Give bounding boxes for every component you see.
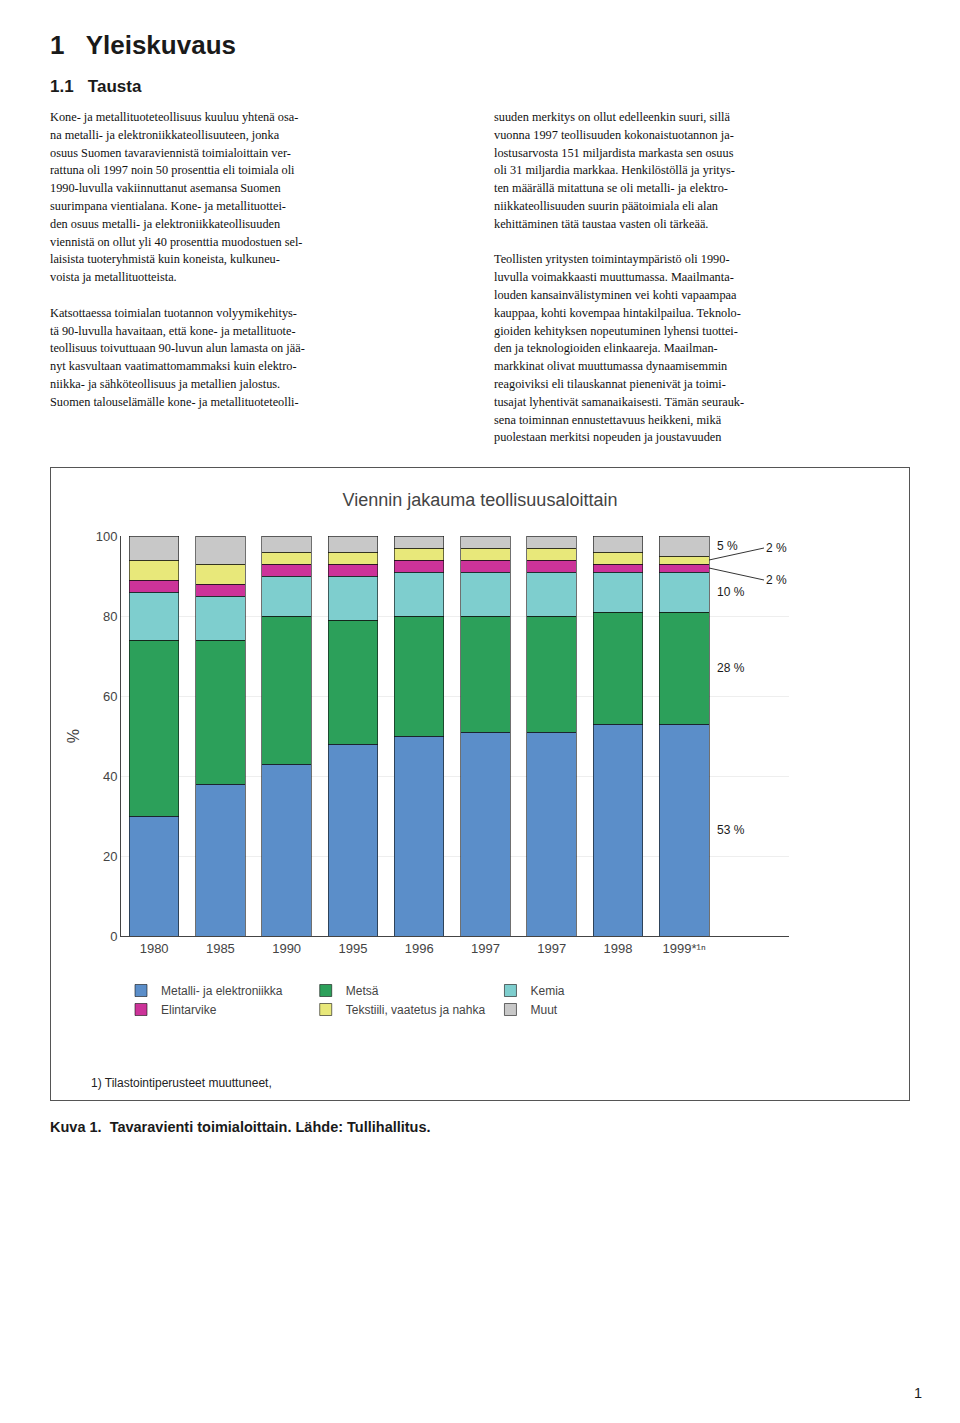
svg-text:Kemia: Kemia [530,984,564,998]
svg-text:20: 20 [103,849,117,864]
svg-text:60: 60 [103,689,117,704]
svg-text:Metsä: Metsä [346,984,379,998]
svg-text:10 %: 10 % [717,585,745,599]
svg-text:53 %: 53 % [717,823,745,837]
html-text:1: 1 [913,1385,922,1401]
svg-text:1990: 1990 [272,941,301,956]
svg-text:Tekstiili, vaatetus ja nahka: Tekstiili, vaatetus ja nahka [346,1003,486,1017]
svg-text:Viennin jakauma teollisuusaloi: Viennin jakauma teollisuusaloittain [343,490,618,510]
html-text:1) Tilastointiperusteet muuttu: 1) Tilastointiperusteet muuttuneet, [91,1076,272,1091]
svg-text:2 %: 2 % [766,541,787,555]
svg-text:1999*¹ⁿ: 1999*¹ⁿ [663,941,706,956]
svg-text:80: 80 [103,609,117,624]
svg-text:1996: 1996 [405,941,434,956]
svg-text:40: 40 [103,769,117,784]
svg-text:1998: 1998 [603,941,632,956]
svg-text:1997: 1997 [471,941,500,956]
svg-text:1997: 1997 [537,941,566,956]
svg-text:0: 0 [110,929,117,944]
svg-text:1995: 1995 [338,941,367,956]
svg-text:28 %: 28 % [717,661,745,675]
html-text:Kuva 1. Tavaravienti toimialoi: Kuva 1. Tavaravienti toimialoittain. Läh… [50,1119,431,1136]
svg-text:5 %: 5 % [717,539,738,553]
svg-text:%: % [65,729,82,743]
html-text:Kone- ja metallituoteteollisuu: Kone- ja metallituoteteollisuus kuuluu y… [50,110,305,409]
html-text:1 Yleiskuvaus: 1 Yleiskuvaus [50,30,236,60]
svg-text:Metalli- ja elektroniikka: Metalli- ja elektroniikka [161,984,283,998]
svg-text:Elintarvike: Elintarvike [161,1003,217,1017]
svg-text:Muut: Muut [530,1003,557,1017]
html-text:suuden merkitys on ollut edell: suuden merkitys on ollut edelleenkin suu… [494,110,745,445]
svg-text:100: 100 [96,529,118,544]
svg-text:2 %: 2 % [766,573,787,587]
svg-text:1985: 1985 [206,941,235,956]
html-text:1.1 Tausta: 1.1 Tausta [50,77,142,96]
svg-text:1980: 1980 [140,941,169,956]
